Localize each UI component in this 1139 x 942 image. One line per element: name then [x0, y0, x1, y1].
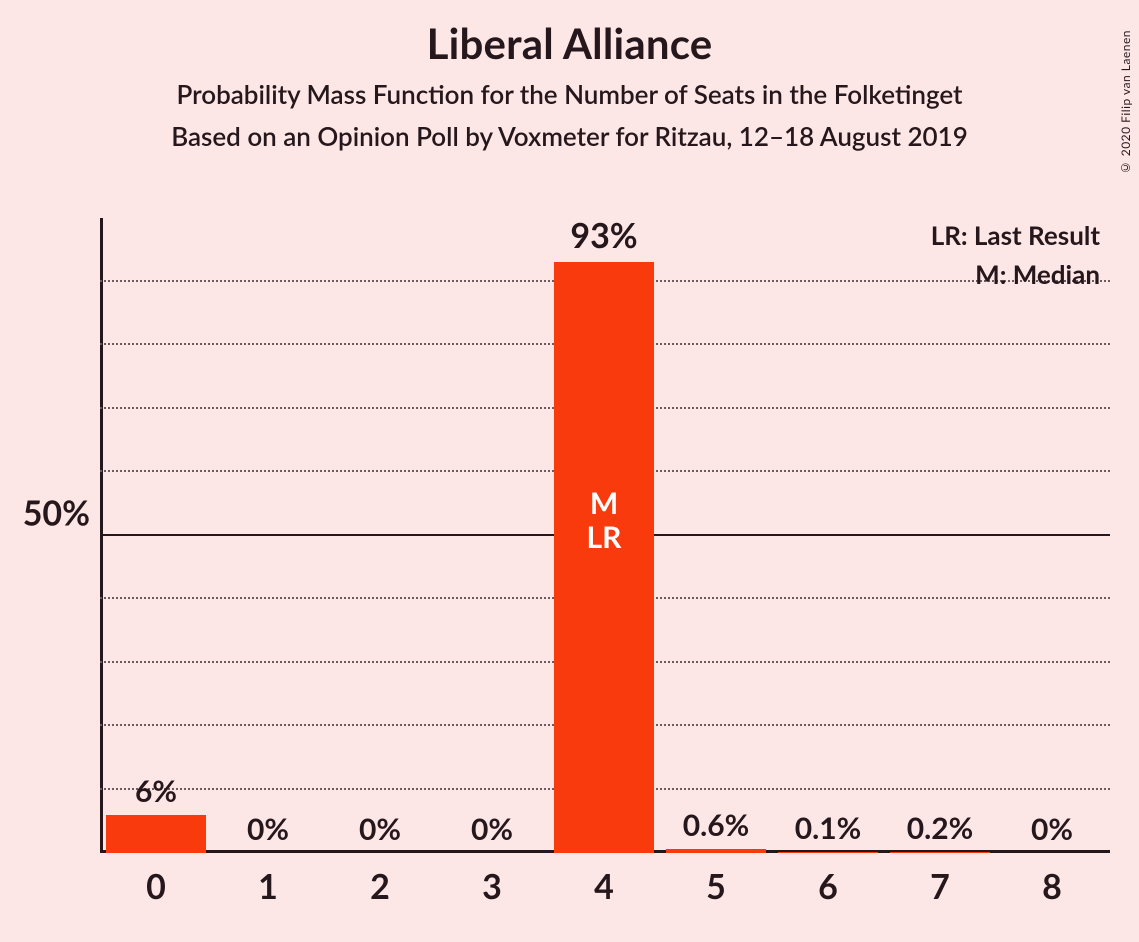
bar	[106, 815, 207, 853]
bar	[666, 849, 767, 853]
bar-value-label: 0%	[212, 811, 324, 847]
x-tick-label: 7	[884, 866, 996, 907]
y-tick-label: 50%	[10, 492, 90, 533]
legend: LR: Last Result M: Median	[931, 216, 1100, 294]
bar	[778, 852, 879, 853]
bar-value-label: 0.6%	[660, 807, 772, 843]
x-tick-label: 1	[212, 866, 324, 907]
plot-region: 50%6%00%10%20%393%40.6%50.1%60.2%70%8MLR	[100, 218, 1110, 853]
chart-subtitle-2: Based on an Opinion Poll by Voxmeter for…	[0, 120, 1139, 152]
bar-value-label: 0%	[436, 811, 548, 847]
chart-subtitle-1: Probability Mass Function for the Number…	[0, 78, 1139, 110]
x-tick-label: 5	[660, 866, 772, 907]
x-tick-label: 6	[772, 866, 884, 907]
bar-value-label: 93%	[548, 215, 660, 256]
bar-value-label: 6%	[100, 773, 212, 809]
x-tick-label: 3	[436, 866, 548, 907]
x-tick-label: 0	[100, 866, 212, 907]
bar-value-label: 0.1%	[772, 810, 884, 846]
copyright-text: © 2020 Filip van Laenen	[1118, 30, 1133, 175]
legend-median: M: Median	[931, 255, 1100, 294]
bar	[554, 262, 655, 853]
y-axis	[100, 218, 103, 853]
bar-value-label: 0%	[996, 811, 1108, 847]
chart-title: Liberal Alliance	[0, 18, 1139, 68]
x-tick-label: 4	[548, 866, 660, 907]
bar	[890, 852, 991, 853]
bar-value-label: 0%	[324, 811, 436, 847]
x-tick-label: 8	[996, 866, 1108, 907]
x-tick-label: 2	[324, 866, 436, 907]
bar-value-label: 0.2%	[884, 810, 996, 846]
chart-area: 50%6%00%10%20%393%40.6%50.1%60.2%70%8MLR…	[100, 218, 1110, 853]
median-lr-marker: MLR	[548, 486, 660, 555]
legend-last-result: LR: Last Result	[931, 216, 1100, 255]
